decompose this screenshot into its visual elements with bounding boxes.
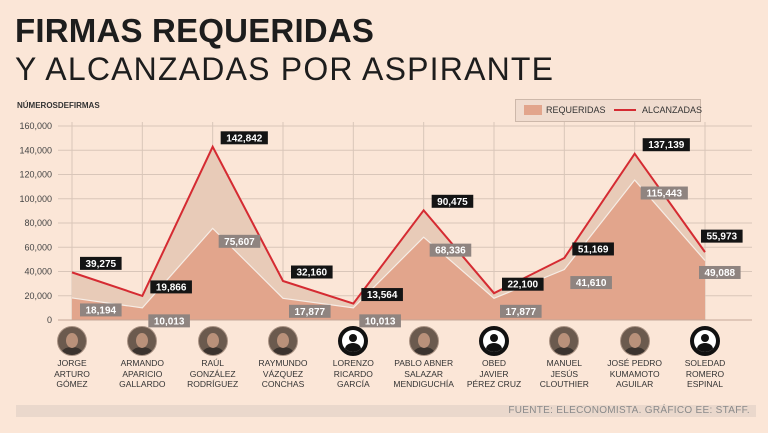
candidate-name: Jorge Arturo Gómez: [54, 358, 90, 389]
data-label-alcanzadas-bg: [361, 288, 403, 302]
data-label-alcanzadas-bg: [502, 277, 544, 291]
y-tick-label: 40,000: [24, 267, 52, 277]
candidate-name: Pablo Abner Salazar Mendiguchía: [393, 358, 454, 389]
data-label-alcanzadas-bg: [431, 194, 474, 208]
y-tick-label: 60,000: [24, 242, 52, 252]
data-label-requeridas-bg: [570, 276, 612, 290]
candidate-item: José Pedro Kumamoto Aguilar: [597, 326, 673, 390]
y-tick-label: 80,000: [24, 218, 52, 228]
data-label-requeridas: 10,013: [365, 316, 396, 327]
data-label-alcanzadas: 142,842: [226, 133, 263, 144]
data-label-requeridas-bg: [640, 186, 688, 200]
candidate-name: Manuel Jesús Clouthier: [539, 358, 589, 389]
data-label-alcanzadas: 90,475: [437, 197, 468, 208]
data-label-alcanzadas: 22,100: [508, 280, 539, 291]
y-tick-label: 140,000: [19, 145, 52, 155]
candidate-photo: [268, 326, 298, 356]
data-label-requeridas: 17,877: [506, 307, 537, 318]
data-label-alcanzadas: 19,866: [156, 282, 187, 293]
avatar-placeholder-icon: [338, 326, 369, 356]
y-axis-label: NÚMEROSDEFIRMAS: [17, 101, 100, 110]
candidate-item: Lorenzo Ricardo García: [315, 326, 391, 390]
data-label-requeridas-bg: [699, 265, 741, 279]
data-label-alcanzadas: 55,973: [707, 232, 738, 243]
data-label-alcanzadas-bg: [572, 242, 614, 256]
candidate-item: Obed Javier Pérez Cruz: [456, 326, 532, 390]
candidate-name: Raúl González Rodríguez: [187, 358, 239, 389]
series-requeridas-line: [71, 179, 706, 309]
data-label-alcanzadas-bg: [291, 265, 333, 279]
data-label-requeridas-bg: [148, 314, 190, 328]
y-tick-label: 160,000: [19, 121, 52, 131]
data-label-requeridas: 10,013: [154, 316, 185, 327]
data-label-alcanzadas: 137,139: [648, 140, 685, 151]
candidate-photo: [57, 326, 87, 356]
candidate-name: José Pedro Kumamoto Aguilar: [607, 358, 663, 389]
y-tick-label: 120,000: [19, 170, 52, 180]
candidate-item: Raymundo Vázquez Conchas: [245, 326, 321, 390]
data-label-requeridas: 75,607: [224, 237, 255, 248]
legend-label-requeridas: REQUERIDAS: [546, 105, 606, 115]
candidate-photo: [549, 326, 580, 356]
legend-swatch-requeridas: [524, 105, 542, 115]
data-label-requeridas-bg: [289, 304, 331, 318]
candidate-photo: [408, 326, 439, 356]
data-label-requeridas-bg: [218, 234, 261, 248]
y-tick-label: 20,000: [24, 291, 52, 301]
data-label-requeridas-bg: [500, 304, 542, 318]
data-label-requeridas-bg: [359, 314, 401, 328]
candidate-item: Pablo Abner Salazar Mendiguchía: [386, 326, 462, 390]
candidate-item: Raúl González Rodríguez: [175, 326, 251, 390]
data-label-alcanzadas-bg: [80, 256, 122, 270]
candidate-name: Obed Javier Pérez Cruz: [466, 358, 522, 389]
data-label-alcanzadas-bg: [150, 280, 192, 294]
series-alcanzadas-line: [71, 144, 706, 305]
legend-swatch-alcanzadas: [614, 109, 636, 111]
y-tick-label: 0: [47, 315, 52, 325]
candidate-name: Armando Aparicio Gallardo: [119, 358, 166, 389]
series-requeridas-area: [72, 180, 705, 320]
legend-label-alcanzadas: ALCANZADAS: [642, 105, 703, 115]
page-subtitle: Y ALCANZADAS POR ASPIRANTE: [15, 51, 555, 87]
source-text: FUENTE: ELECONOMISTA. GRÁFICO EE: STAFF.: [508, 405, 750, 416]
data-label-requeridas: 18,194: [86, 305, 117, 316]
data-label-alcanzadas: 32,160: [297, 268, 328, 279]
candidate-item: Armando Aparicio Gallardo: [104, 326, 180, 390]
chart-legend: REQUERIDAS ALCANZADAS: [515, 99, 703, 122]
data-label-requeridas: 41,610: [576, 278, 607, 289]
data-label-alcanzadas-bg: [642, 138, 690, 152]
candidate-item: Manuel Jesús Clouthier: [526, 326, 602, 390]
candidate-name: Raymundo Vázquez Conchas: [258, 358, 308, 389]
candidate-photo: [619, 326, 650, 356]
candidate-name: Lorenzo Ricardo García: [332, 358, 374, 389]
avatar-placeholder-icon: [479, 326, 509, 356]
candidate-name: Soledad Romero Espinal: [684, 358, 726, 389]
data-label-alcanzadas: 39,275: [86, 259, 117, 270]
data-label-alcanzadas: 13,564: [367, 290, 398, 301]
candidate-photo: [197, 326, 228, 356]
avatar-placeholder-icon: [690, 326, 720, 356]
data-label-alcanzadas-bg: [701, 229, 743, 243]
data-label-alcanzadas-bg: [220, 131, 268, 145]
y-tick-label: 100,000: [19, 194, 52, 204]
data-label-requeridas: 68,336: [435, 246, 466, 257]
data-label-requeridas: 49,088: [705, 268, 736, 279]
candidate-item: Soledad Romero Espinal: [667, 326, 743, 390]
data-label-requeridas: 115,443: [646, 189, 682, 200]
candidate-item: Jorge Arturo Gómez: [34, 326, 110, 390]
page-title: FIRMAS REQUERIDAS: [15, 12, 375, 49]
data-label-requeridas-bg: [429, 243, 472, 257]
source-footer: FUENTE: ELECONOMISTA. GRÁFICO EE: STAFF.: [16, 405, 756, 417]
data-label-alcanzadas: 51,169: [578, 244, 609, 255]
data-label-requeridas: 17,877: [295, 307, 326, 318]
candidate-photo: [127, 326, 158, 356]
data-label-requeridas-bg: [80, 303, 122, 317]
